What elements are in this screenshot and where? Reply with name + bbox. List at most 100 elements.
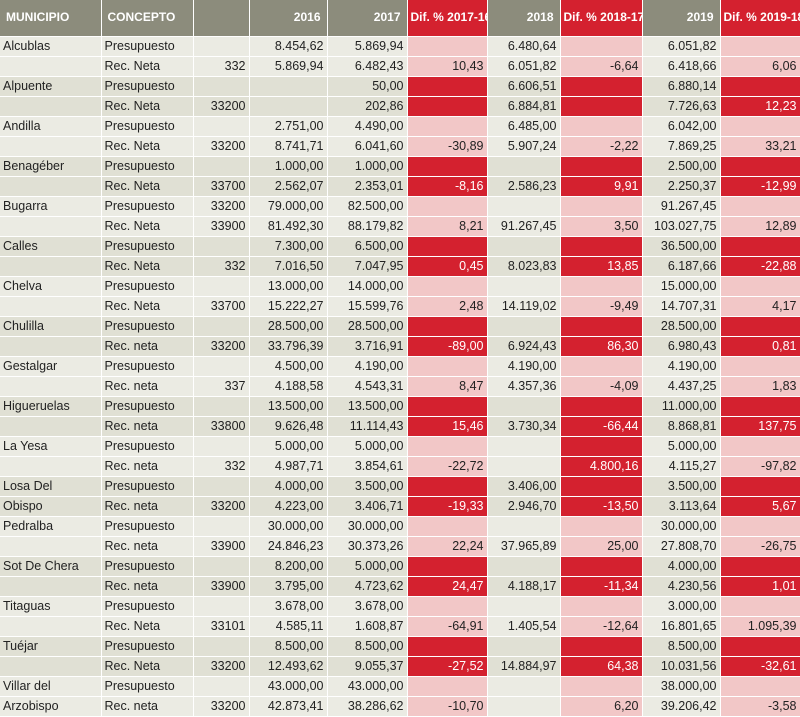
cell-municipio [0,416,102,437]
cell-v2016: 33.796,39 [249,336,328,357]
table-row: Rec. Neta 33200 202,86 6.884,81 7.726,63 12,2… [0,96,800,117]
cell-code: 332 [193,256,250,277]
cell-concepto: Presupuesto [101,636,194,657]
cell-dif-2017-16 [407,396,488,417]
cell-v2017: 30.000,00 [327,516,408,537]
cell-v2019: 3.113,64 [642,496,721,517]
cell-v2017: 3.678,00 [327,596,408,617]
table-row: Rec. neta 33800 9.626,48 11.114,43 15,46 3.73… [0,416,800,437]
cell-v2018: 4.190,00 [487,356,561,377]
cell-v2017: 4.723,62 [327,576,408,597]
cell-v2018 [487,396,561,417]
cell-concepto: Rec. neta [101,536,194,557]
cell-v2018 [487,196,561,217]
table-row: Rec. neta 33900 3.795,00 4.723,62 24,47 4.188… [0,576,800,597]
cell-code: 33700 [193,176,250,197]
cell-municipio [0,336,102,357]
cell-v2018: 2.586,23 [487,176,561,197]
cell-dif-2019-18 [720,556,800,577]
table-row: Rec. Neta 33200 8.741,71 6.041,60 -30,89 5.90… [0,136,800,157]
cell-code: 33700 [193,296,250,317]
cell-dif-2019-18: 1,83 [720,376,800,397]
cell-code: 33200 [193,496,250,517]
table-row: La Yesa Presupuesto 5.000,00 5.000,00 5.000,… [0,436,800,457]
table-row: Rec. Neta 33700 2.562,07 2.353,01 -8,16 2.586… [0,176,800,197]
cell-v2018 [487,516,561,537]
header-dif-2018-17: Dif. % 2018-17 [560,0,643,37]
cell-v2017: 30.373,26 [327,536,408,557]
cell-v2018 [487,316,561,337]
cell-concepto: Rec. neta [101,376,194,397]
cell-dif-2019-18 [720,516,800,537]
cell-municipio: Titaguas [0,596,102,617]
cell-v2018: 5.907,24 [487,136,561,157]
table-row: Gestalgar Presupuesto 4.500,00 4.190,00 4.19… [0,356,800,377]
cell-v2016: 4.000,00 [249,476,328,497]
cell-concepto: Presupuesto [101,596,194,617]
cell-dif-2017-16 [407,436,488,457]
cell-v2019: 6.980,43 [642,336,721,357]
cell-dif-2018-17 [560,96,643,117]
header-2018: 2018 [487,0,561,37]
cell-dif-2017-16 [407,516,488,537]
cell-dif-2019-18 [720,596,800,617]
cell-municipio: Chulilla [0,316,102,337]
table-row: Rec. Neta 33200 12.493,62 9.055,37 -27,52 14.… [0,656,800,677]
cell-v2018 [487,236,561,257]
cell-v2017: 1.608,87 [327,616,408,637]
cell-municipio: Losa Del [0,476,102,497]
cell-v2018: 6.924,43 [487,336,561,357]
cell-municipio: Chelva [0,276,102,297]
cell-dif-2018-17: -9,49 [560,296,643,317]
cell-v2018 [487,556,561,577]
cell-dif-2019-18: 0,81 [720,336,800,357]
cell-dif-2019-18 [720,276,800,297]
cell-dif-2017-16 [407,556,488,577]
cell-v2019: 103.027,75 [642,216,721,237]
cell-v2017: 9.055,37 [327,656,408,677]
cell-dif-2018-17 [560,556,643,577]
cell-v2018 [487,636,561,657]
cell-dif-2019-18 [720,36,800,57]
cell-dif-2017-16 [407,676,488,697]
cell-v2019: 4.437,25 [642,376,721,397]
table-row: Rec. neta 337 4.188,58 4.543,31 8,47 4.357,36… [0,376,800,397]
cell-dif-2017-16 [407,196,488,217]
cell-v2017: 43.000,00 [327,676,408,697]
cell-concepto: Presupuesto [101,556,194,577]
cell-v2016: 4.987,71 [249,456,328,477]
cell-dif-2017-16: 22,24 [407,536,488,557]
cell-v2016: 28.500,00 [249,316,328,337]
cell-dif-2018-17 [560,36,643,57]
cell-v2018: 37.965,89 [487,536,561,557]
cell-v2018: 6.884,81 [487,96,561,117]
cell-v2017: 13.500,00 [327,396,408,417]
cell-municipio: Gestalgar [0,356,102,377]
cell-code [193,156,250,177]
cell-v2016: 15.222,27 [249,296,328,317]
cell-dif-2019-18: 137,75 [720,416,800,437]
cell-v2016: 3.795,00 [249,576,328,597]
header-concepto: CONCEPTO [101,0,194,37]
cell-v2019: 10.031,56 [642,656,721,677]
table-row: Sot De Chera Presupuesto 8.200,00 5.000,00 4… [0,556,800,577]
cell-municipio [0,616,102,637]
cell-v2017: 6.482,43 [327,56,408,77]
cell-v2016: 8.200,00 [249,556,328,577]
cell-code [193,236,250,257]
cell-v2017: 5.000,00 [327,436,408,457]
cell-code [193,676,250,697]
cell-municipio [0,96,102,117]
cell-v2019: 6.051,82 [642,36,721,57]
cell-dif-2018-17 [560,396,643,417]
cell-v2016: 42.873,41 [249,696,328,717]
cell-code [193,36,250,57]
cell-dif-2019-18 [720,476,800,497]
cell-dif-2017-16: -22,72 [407,456,488,477]
cell-v2017: 5.000,00 [327,556,408,577]
cell-concepto: Rec. Neta [101,96,194,117]
cell-v2017: 11.114,43 [327,416,408,437]
cell-municipio [0,256,102,277]
cell-dif-2017-16 [407,316,488,337]
cell-v2019: 3.500,00 [642,476,721,497]
